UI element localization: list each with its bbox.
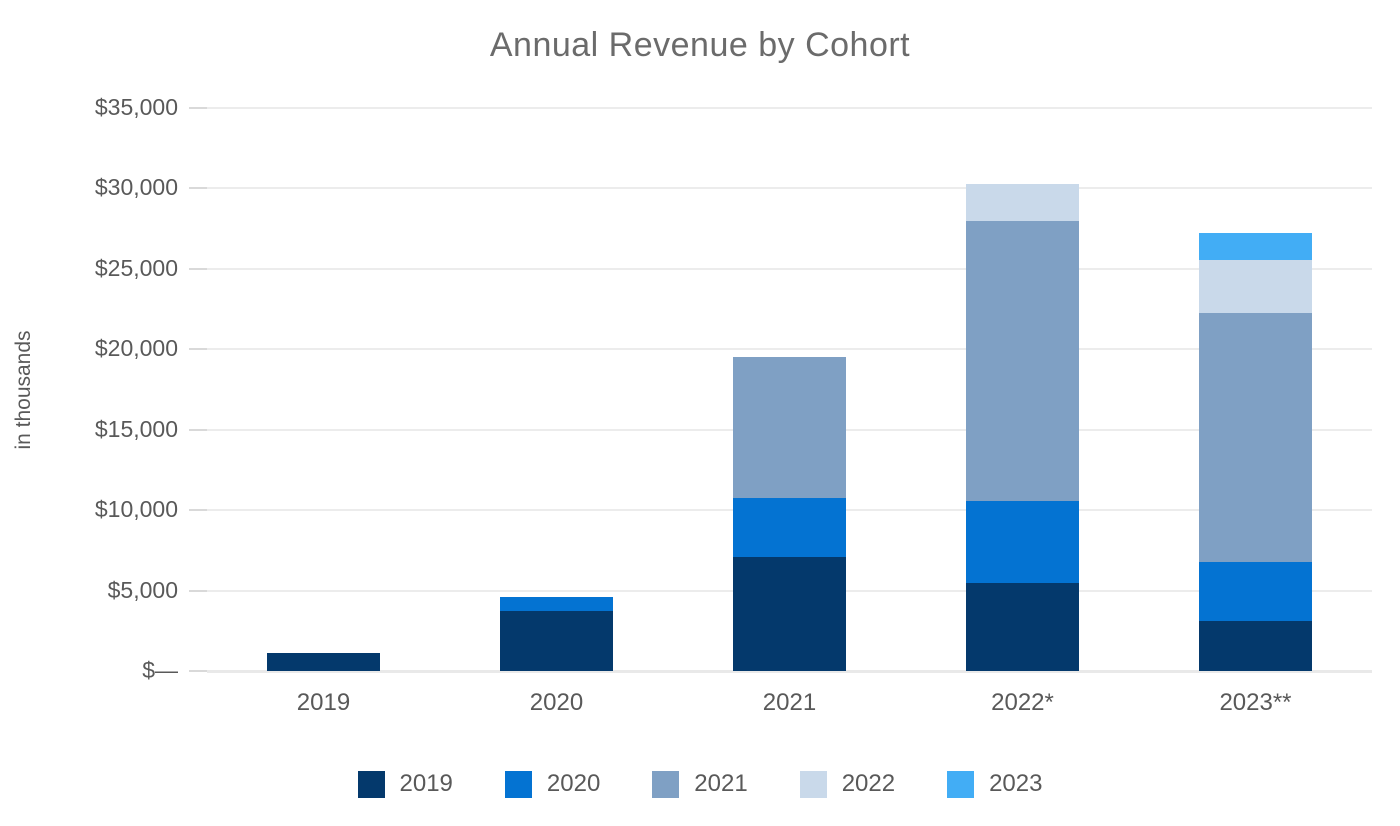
bar-segment-2021-cohort-2019 [733, 556, 846, 671]
bar-segment-2020-cohort-2019 [500, 611, 613, 671]
y-tick-label: $15,000 [94, 415, 178, 442]
bar-segment-2021-cohort-2021 [733, 357, 846, 499]
bar-segment-2022-cohort-2022 [966, 183, 1079, 222]
gridline [207, 348, 1372, 351]
y-tick-label: $5,000 [107, 576, 178, 603]
y-tick-mark [189, 348, 207, 351]
legend-swatch-2021 [652, 770, 680, 798]
legend-swatch-2022 [799, 770, 827, 798]
legend-label-2020: 2020 [546, 770, 601, 797]
bar-segment-2023-cohort-2020 [1199, 561, 1312, 622]
gridline [207, 107, 1372, 109]
legend: 2019 2020 2021 2022 2023 [0, 770, 1400, 798]
y-tick-label: $20,000 [94, 335, 178, 362]
x-tick-label: 2019 [296, 689, 351, 716]
legend-item-2023: 2023 [947, 770, 1042, 798]
legend-item-2021: 2021 [652, 770, 748, 798]
legend-item-2022: 2022 [799, 770, 896, 798]
legend-item-2020: 2020 [504, 770, 601, 798]
y-tick-mark [189, 187, 207, 190]
y-tick-mark [189, 670, 207, 672]
legend-label-2021: 2021 [694, 770, 748, 797]
y-tick-label: $35,000 [94, 94, 178, 120]
legend-swatch-2020 [504, 770, 532, 798]
y-tick-label: $10,000 [94, 496, 178, 523]
gridline [207, 187, 1372, 190]
legend-label-2022: 2022 [841, 770, 896, 797]
bar-segment-2021-cohort-2020 [733, 498, 846, 557]
y-tick-label: $— [142, 657, 178, 683]
legend-item-2019: 2019 [357, 770, 453, 798]
bar-segment-2023-cohort-2019 [1199, 621, 1312, 671]
bar-segment-2022-cohort-2021 [966, 221, 1079, 502]
y-tick-mark [189, 107, 207, 109]
x-tick-label: 2022* [991, 689, 1054, 716]
y-tick-mark [189, 267, 207, 270]
bar-segment-2019-cohort-2019 [267, 653, 380, 671]
x-tick-label: 2021 [762, 689, 817, 716]
x-tick-label: 2023** [1219, 689, 1292, 716]
legend-swatch-2019 [357, 770, 385, 798]
bar-segment-2022-cohort-2020 [966, 501, 1079, 584]
y-tick-mark [189, 589, 207, 592]
chart-title: Annual Revenue by Cohort [489, 26, 911, 64]
x-axis-line [207, 670, 1372, 673]
bar-segment-2020-cohort-2020 [500, 597, 613, 612]
bar-segment-2023-cohort-2023 [1199, 233, 1312, 260]
legend-swatch-2023 [947, 770, 975, 798]
y-tick-mark [189, 509, 207, 512]
x-tick-label: 2020 [529, 689, 584, 716]
y-tick-label: $25,000 [94, 254, 178, 281]
y-tick-mark [189, 428, 207, 431]
gridline [207, 267, 1372, 270]
bar-segment-2022-cohort-2019 [966, 583, 1079, 671]
bar-segment-2023-cohort-2022 [1199, 260, 1312, 314]
legend-label-2023: 2023 [989, 770, 1043, 797]
bar-segment-2023-cohort-2021 [1199, 313, 1312, 562]
y-tick-label: $30,000 [94, 174, 178, 201]
legend-label-2019: 2019 [399, 770, 453, 797]
